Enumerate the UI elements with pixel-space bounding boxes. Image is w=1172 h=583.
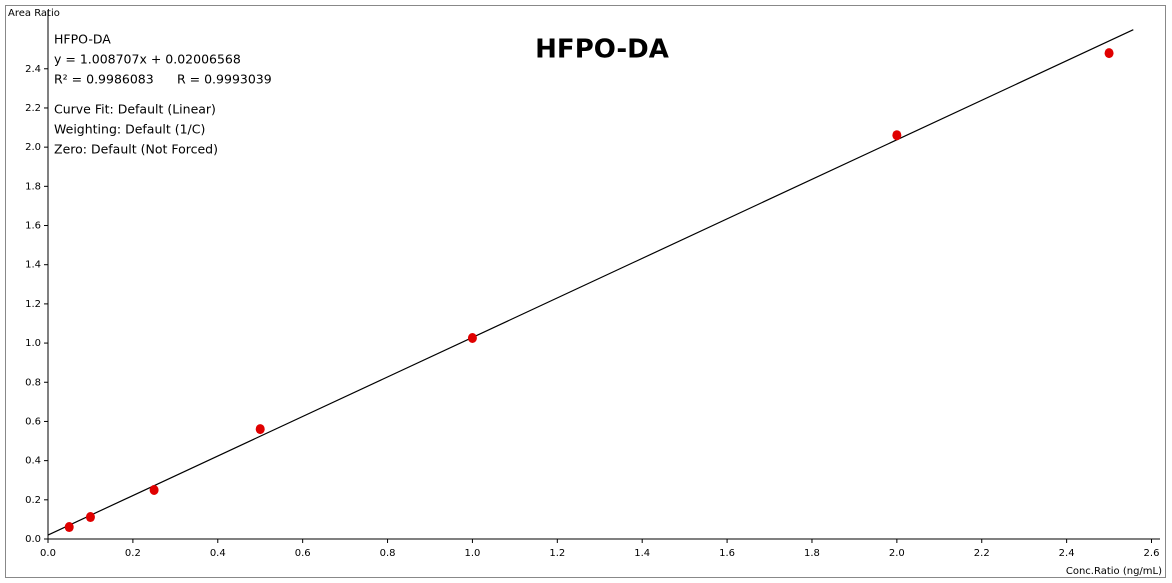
data-point <box>255 424 265 435</box>
data-point <box>85 512 95 523</box>
y-tick-label: 1.6 <box>25 221 41 232</box>
chart-title: HFPO-DA <box>535 35 669 65</box>
data-point <box>64 522 74 533</box>
x-tick-label: 0.4 <box>210 548 226 559</box>
fit-line <box>47 29 1134 536</box>
y-tick-label: 0.8 <box>25 377 41 388</box>
data-point <box>149 485 159 496</box>
x-tick-label: 0.6 <box>295 548 311 559</box>
x-tick-label: 2.4 <box>1059 548 1075 559</box>
x-tick-label: 2.0 <box>889 548 905 559</box>
annotation: Curve Fit: Default (Linear) <box>54 102 216 117</box>
x-tick-label: 2.6 <box>1144 548 1160 559</box>
x-axis-label: Conc.Ratio (ng/mL) <box>1066 566 1162 577</box>
annotation: y = 1.008707x + 0.02006568 <box>54 52 241 67</box>
x-tick-label: 1.6 <box>719 548 735 559</box>
x-tick-label: 0.8 <box>380 548 396 559</box>
x-tick-label: 0.2 <box>125 548 141 559</box>
data-point <box>892 130 902 141</box>
x-tick-label: 0.0 <box>40 548 56 559</box>
annotation: HFPO-DA <box>54 32 111 47</box>
y-axis-label: Area Ratio <box>8 8 60 19</box>
frame <box>5 5 1166 578</box>
x-tick-label: 1.4 <box>634 548 650 559</box>
x-tick-label: 1.2 <box>549 548 565 559</box>
y-tick-label: 0.4 <box>25 456 41 467</box>
annotation: R = 0.9993039 <box>177 72 272 87</box>
y-tick-label: 0.0 <box>25 534 41 545</box>
y-tick-label: 1.4 <box>25 260 41 271</box>
annotation: R² = 0.9986083 <box>54 72 154 87</box>
y-tick-label: 1.0 <box>25 338 41 349</box>
annotation: Weighting: Default (1/C) <box>54 122 205 137</box>
data-point <box>467 332 477 343</box>
y-tick-label: 1.8 <box>25 181 41 192</box>
y-tick-label: 0.2 <box>25 495 41 506</box>
x-tick-label: 1.0 <box>464 548 480 559</box>
annotation: Zero: Default (Not Forced) <box>54 142 218 157</box>
y-tick-label: 2.4 <box>25 64 41 75</box>
y-tick-label: 0.6 <box>25 416 41 427</box>
x-tick-label: 1.8 <box>804 548 820 559</box>
y-tick-label: 1.2 <box>25 299 41 310</box>
data-point <box>1104 48 1114 59</box>
y-tick-label: 2.0 <box>25 142 41 153</box>
x-tick-label: 2.2 <box>974 548 990 559</box>
y-tick-label: 2.2 <box>25 103 41 114</box>
